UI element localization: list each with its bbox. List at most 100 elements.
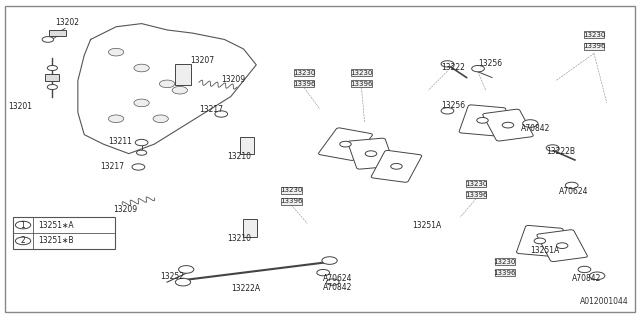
Text: 13251∗B: 13251∗B [38, 236, 74, 245]
Text: A012001044: A012001044 [580, 297, 629, 306]
Circle shape [546, 145, 559, 151]
Circle shape [317, 269, 330, 276]
Circle shape [589, 272, 605, 280]
Text: A70842: A70842 [323, 283, 353, 292]
Circle shape [42, 36, 54, 42]
Circle shape [441, 108, 454, 114]
FancyBboxPatch shape [483, 109, 533, 141]
Circle shape [134, 64, 149, 72]
Text: 13396: 13396 [293, 81, 316, 87]
Circle shape [391, 164, 402, 169]
FancyBboxPatch shape [371, 150, 422, 182]
Bar [45, 74, 60, 82]
Bar [351, 69, 372, 76]
FancyBboxPatch shape [348, 138, 394, 169]
Bar [495, 269, 515, 276]
Text: A70624: A70624 [323, 274, 353, 283]
Circle shape [172, 86, 188, 94]
Circle shape [132, 164, 145, 170]
Text: 13217: 13217 [199, 105, 223, 114]
Text: 13209: 13209 [221, 75, 245, 84]
Circle shape [578, 266, 591, 273]
Circle shape [135, 140, 148, 146]
Bar [49, 30, 67, 36]
Text: 13210: 13210 [228, 152, 252, 161]
Text: 13230: 13230 [465, 181, 487, 187]
Text: 13396: 13396 [583, 44, 605, 49]
Text: 13251A: 13251A [412, 220, 442, 229]
Bar [240, 137, 253, 155]
Bar [175, 64, 191, 85]
FancyBboxPatch shape [537, 230, 588, 261]
Text: A70624: A70624 [559, 187, 588, 196]
Circle shape [47, 66, 58, 70]
Circle shape [534, 238, 545, 244]
Text: 13217: 13217 [100, 163, 124, 172]
Bar [281, 187, 301, 194]
FancyBboxPatch shape [319, 128, 372, 160]
Circle shape [215, 111, 228, 117]
Bar [466, 191, 486, 198]
Bar [495, 258, 515, 265]
Text: 13222: 13222 [441, 62, 465, 72]
FancyBboxPatch shape [13, 217, 115, 249]
Circle shape [136, 150, 147, 155]
Text: 13230: 13230 [350, 70, 372, 76]
Text: 13396: 13396 [465, 192, 488, 198]
Circle shape [47, 84, 58, 90]
Circle shape [108, 115, 124, 123]
Text: 13230: 13230 [293, 70, 316, 76]
Text: 13251A: 13251A [531, 246, 559, 255]
Bar [243, 220, 257, 237]
Circle shape [159, 80, 175, 88]
Circle shape [365, 151, 377, 156]
Bar [584, 31, 604, 38]
Text: 13396: 13396 [350, 81, 372, 87]
Text: 13201: 13201 [8, 101, 32, 111]
Circle shape [15, 237, 31, 245]
Circle shape [108, 48, 124, 56]
Circle shape [502, 122, 514, 128]
Circle shape [15, 221, 31, 229]
Text: 13251∗A: 13251∗A [38, 220, 74, 229]
Text: 2: 2 [20, 236, 26, 245]
Text: 13222A: 13222A [231, 284, 260, 293]
FancyBboxPatch shape [459, 105, 506, 136]
Bar [281, 198, 301, 205]
Bar [351, 80, 372, 87]
Circle shape [340, 141, 351, 147]
Text: 13230: 13230 [583, 32, 605, 38]
Circle shape [472, 66, 484, 72]
Circle shape [326, 279, 339, 285]
Text: 13256: 13256 [478, 59, 502, 68]
Text: 13396: 13396 [280, 198, 303, 204]
Circle shape [477, 117, 488, 123]
Text: 1: 1 [20, 220, 26, 229]
Text: 13207: 13207 [191, 56, 215, 65]
Circle shape [556, 243, 568, 249]
Text: 13230: 13230 [493, 259, 516, 265]
Circle shape [179, 266, 194, 273]
Text: A70842: A70842 [572, 275, 601, 284]
Text: 13230: 13230 [280, 187, 303, 193]
Bar [294, 80, 314, 87]
Circle shape [322, 257, 337, 264]
Bar [584, 43, 604, 50]
Circle shape [175, 278, 191, 286]
Text: A70842: A70842 [521, 124, 550, 133]
Circle shape [134, 99, 149, 107]
Text: 13202: 13202 [56, 18, 79, 27]
Circle shape [565, 182, 578, 188]
Text: 13256: 13256 [441, 101, 465, 110]
Circle shape [441, 61, 454, 67]
Text: 13252: 13252 [161, 272, 185, 281]
Text: 13211: 13211 [108, 137, 132, 146]
Text: 13210: 13210 [228, 234, 252, 243]
Circle shape [523, 120, 538, 127]
FancyBboxPatch shape [516, 225, 563, 256]
Text: 13209: 13209 [113, 205, 137, 214]
Text: 13222B: 13222B [546, 147, 575, 156]
Text: 13396: 13396 [493, 270, 516, 276]
Bar [466, 180, 486, 187]
Circle shape [153, 115, 168, 123]
